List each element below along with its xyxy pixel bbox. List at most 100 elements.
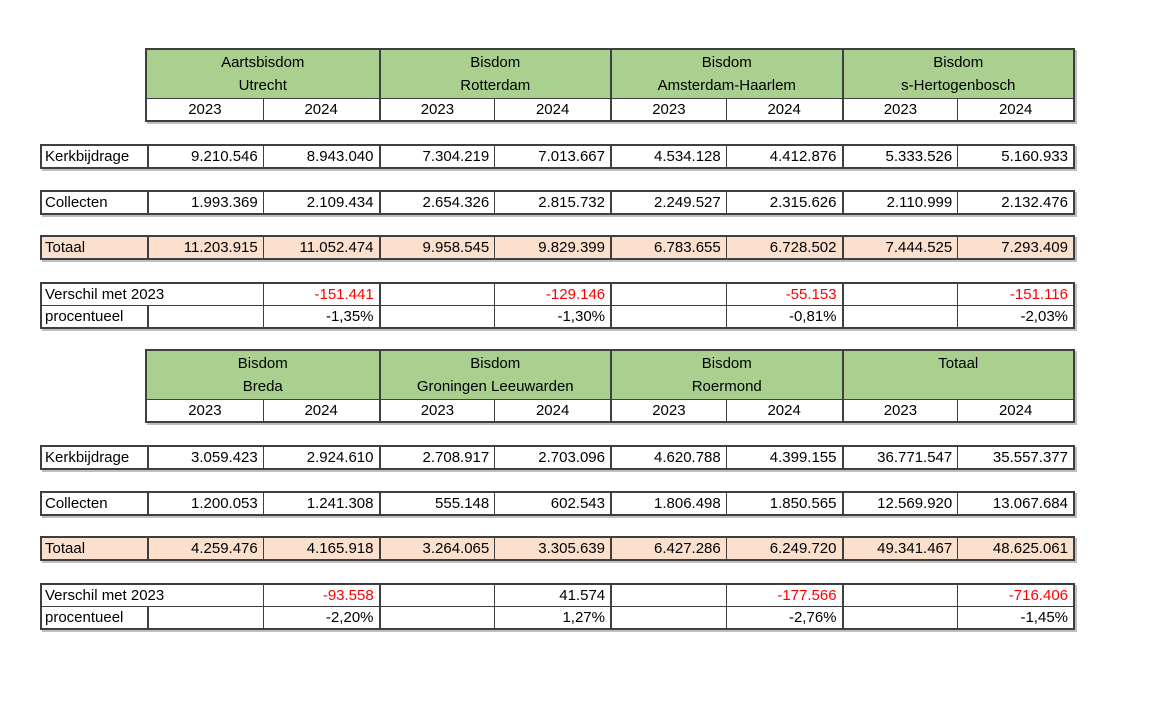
totaal-value: 3.264.065 [378,538,495,559]
kerkbijdrage-value: 4.399.155 [725,447,842,468]
diocese-name-line1: Bisdom [470,355,521,372]
kerkbijdrage-value: 9.210.546 [147,146,263,167]
table-top: Aartsbisdom Utrecht Bisdom Rotterdam Bisdom A… [40,48,1160,329]
kerkbijdrage-value: 2.708.917 [378,447,495,468]
spreadsheet-page: Aartsbisdom Utrecht Bisdom Rotterdam Bisdom A… [0,48,1160,630]
totaal-value: 7.293.409 [957,237,1073,258]
procentueel-value: -2,76% [725,607,842,628]
collecten-value: 12.569.920 [841,493,958,514]
empty-cell [147,306,263,327]
collecten-row: Collecten 1.993.369 2.109.434 2.654.326 2.81… [40,190,1075,215]
kerkbijdrage-value: 35.557.377 [957,447,1073,468]
kerkbijdrage-value: 5.160.933 [957,146,1073,167]
collecten-value: 2.315.626 [725,192,842,213]
empty-cell [378,306,495,327]
year-header: 2023 [841,400,958,421]
row-label-verschil: Verschil met 2023 [45,286,165,303]
year-header: 2024 [262,400,379,421]
totaal-value: 3.305.639 [494,538,610,559]
procentueel-value: -1,35% [262,306,379,327]
kerkbijdrage-value: 5.333.526 [841,146,958,167]
procentueel-value: -2,20% [262,607,379,628]
year-header: 2024 [725,99,842,120]
diocese-header: Bisdom Rotterdam [378,50,611,98]
year-header: 2024 [957,99,1073,120]
verschil-value: -177.566 [725,585,842,606]
diocese-header: Totaal [841,351,1074,399]
diocese-name-line1: Bisdom [701,355,752,372]
empty-cell [610,607,726,628]
verschil-block: Verschil met 2023 -93.558 41.574 -177.566 -7… [40,583,1075,630]
year-header: 2023 [378,99,495,120]
row-label-totaal: Totaal [45,239,86,256]
row-label-kerkbijdrage: Kerkbijdrage [45,449,130,466]
column-header-block: Aartsbisdom Utrecht Bisdom Rotterdam Bisdom A… [145,48,1075,122]
row-label-kerkbijdrage: Kerkbijdrage [45,148,130,165]
diocese-name-line2: Roermond [691,378,762,395]
totaal-value: 6.783.655 [610,237,726,258]
collecten-value: 13.067.684 [957,493,1073,514]
collecten-value: 1.993.369 [147,192,263,213]
totaal-value: 7.444.525 [841,237,958,258]
diocese-header: Bisdom Amsterdam-Haarlem [610,50,842,98]
verschil-value: -93.558 [263,585,379,606]
totaal-value: 49.341.467 [841,538,958,559]
collecten-value: 602.543 [494,493,610,514]
collecten-value: 2.815.732 [494,192,610,213]
year-header: 2024 [725,400,842,421]
totaal-value: 9.829.399 [494,237,610,258]
column-header-block: Bisdom Breda Bisdom Groningen Leeuwarden Bis… [145,349,1075,423]
empty-cell [378,284,495,305]
kerkbijdrage-value: 3.059.423 [147,447,263,468]
diocese-header: Bisdom s-Hertogenbosch [841,50,1074,98]
diocese-name-line2: Breda [242,378,283,395]
kerkbijdrage-value: 7.304.219 [378,146,495,167]
diocese-name-line1: Aartsbisdom [221,54,305,71]
collecten-value: 1.850.565 [725,493,842,514]
year-header-row: 2023 2024 2023 2024 2023 2024 2023 2024 [147,99,1073,120]
kerkbijdrage-value: 8.943.040 [262,146,379,167]
collecten-value: 2.249.527 [610,192,726,213]
diocese-name-line2: Utrecht [238,77,287,94]
verschil-row: Verschil met 2023 -93.558 41.574 -177.566 -7… [42,585,1073,606]
empty-cell [610,284,726,305]
diocese-header: Bisdom Roermond [610,351,842,399]
procentueel-value: -0,81% [725,306,842,327]
empty-cell [610,306,726,327]
row-label-totaal: Totaal [45,540,86,557]
empty-cell [378,607,495,628]
verschil-row: Verschil met 2023 -151.441 -129.146 -55.153… [42,284,1073,305]
diocese-name-line1: Bisdom [701,54,752,71]
year-header: 2024 [262,99,379,120]
procentueel-value: -1,30% [494,306,610,327]
year-header: 2024 [494,99,610,120]
verschil-value: -716.406 [957,585,1073,606]
verschil-value: -129.146 [494,284,610,305]
totaal-row: Totaal 4.259.476 4.165.918 3.264.065 3.305.6… [40,536,1075,561]
procentueel-row: procentueel -2,20% 1,27% -2,76% -1,45% [42,606,1073,628]
collecten-value: 2.109.434 [262,192,379,213]
collecten-value: 2.110.999 [841,192,958,213]
empty-cell [841,585,958,606]
empty-cell [841,284,958,305]
diocese-header: Bisdom Breda [147,351,379,399]
collecten-value: 1.241.308 [262,493,379,514]
totaal-value: 4.165.918 [262,538,379,559]
diocese-name-line1: Totaal [938,355,979,372]
verschil-value: -151.116 [957,284,1073,305]
totaal-value: 48.625.061 [957,538,1073,559]
year-header: 2023 [188,402,222,419]
totaal-value: 6.728.502 [725,237,842,258]
verschil-value: -151.441 [263,284,379,305]
diocese-name-line1: Bisdom [237,355,288,372]
totaal-row: Totaal 11.203.915 11.052.474 9.958.545 9.829… [40,235,1075,260]
kerkbijdrage-value: 2.924.610 [262,447,379,468]
totaal-value: 11.052.474 [262,237,379,258]
collecten-value: 2.654.326 [378,192,495,213]
year-header: 2023 [610,99,726,120]
kerkbijdrage-value: 2.703.096 [494,447,610,468]
diocese-name-line2: Groningen Leeuwarden [416,378,574,395]
collecten-row: Collecten 1.200.053 1.241.308 555.148 602.54… [40,491,1075,516]
year-header: 2023 [841,99,958,120]
verschil-value: 41.574 [494,585,610,606]
